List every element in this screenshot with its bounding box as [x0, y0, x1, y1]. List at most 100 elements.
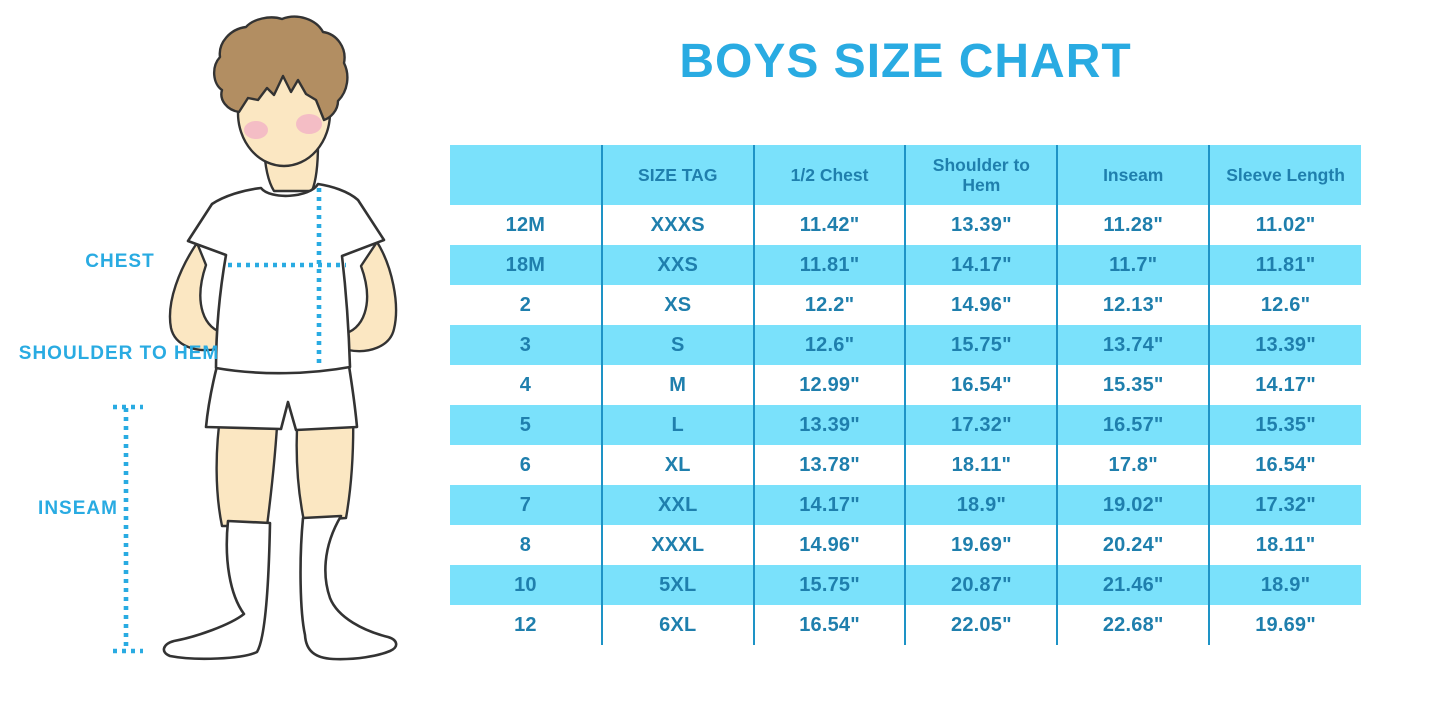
figure-cheek-right: [296, 114, 322, 134]
table-cell: XXXL: [600, 525, 754, 565]
header-cell-half-chest: 1/2 Chest: [752, 145, 906, 205]
table-cell: 18M: [450, 245, 602, 285]
table-cell: 20.24": [1056, 525, 1210, 565]
table-cell: 20.87": [904, 565, 1058, 605]
table-cell: 16.54": [752, 605, 906, 645]
table-cell: 18.9": [904, 485, 1058, 525]
table-cell: 14.96": [904, 285, 1058, 325]
size-table-header: SIZE TAG 1/2 Chest Shoulder to Hem Insea…: [450, 145, 1361, 205]
table-cell: 14.96": [752, 525, 906, 565]
table-cell: 10: [450, 565, 602, 605]
table-row: 12M XXXS 11.42" 13.39" 11.28" 11.02": [450, 205, 1361, 245]
table-cell: 11.81": [1208, 245, 1361, 285]
table-cell: XXS: [600, 245, 754, 285]
figure-hair: [213, 15, 349, 122]
table-cell: 6: [450, 445, 602, 485]
table-cell: 11.7": [1056, 245, 1210, 285]
figure-cheek-left: [244, 121, 268, 139]
boy-figure-illustration: [113, 15, 398, 661]
table-cell: 12.13": [1056, 285, 1210, 325]
figure-sock-left: [162, 519, 272, 661]
table-cell: 22.05": [904, 605, 1058, 645]
figure-leg-right: [295, 406, 355, 523]
table-cell: 13.39": [752, 405, 906, 445]
table-cell: 14.17": [752, 485, 906, 525]
table-cell: 16.54": [904, 365, 1058, 405]
table-row: 2 XS 12.2" 14.96" 12.13" 12.6": [450, 285, 1361, 325]
table-cell: 15.75": [752, 565, 906, 605]
table-cell: 12.99": [752, 365, 906, 405]
table-cell: 14.17": [1208, 365, 1361, 405]
table-cell: XL: [600, 445, 754, 485]
table-cell: 18.11": [1208, 525, 1361, 565]
figure-shorts: [204, 364, 359, 432]
page-title: BOYS SIZE CHART: [679, 35, 1132, 88]
header-cell-shoulder-to-hem: Shoulder to Hem: [904, 145, 1058, 205]
table-cell: XXXS: [600, 205, 754, 245]
table-cell: 11.42": [752, 205, 906, 245]
table-cell: L: [600, 405, 754, 445]
inseam-label: INSEAM: [38, 498, 118, 519]
table-cell: 14.17": [904, 245, 1058, 285]
table-cell: 5: [450, 405, 602, 445]
figure-sock-right: [299, 514, 398, 661]
table-cell: 16.57": [1056, 405, 1210, 445]
table-cell: 17.32": [904, 405, 1058, 445]
table-cell: 4: [450, 365, 602, 405]
table-cell: 15.75": [904, 325, 1058, 365]
table-row: 5 L 13.39" 17.32" 16.57" 15.35": [450, 405, 1361, 445]
table-cell: XS: [600, 285, 754, 325]
boys-size-table: SIZE TAG 1/2 Chest Shoulder to Hem Insea…: [450, 145, 1361, 645]
table-cell: 19.69": [1208, 605, 1361, 645]
table-cell: 22.68": [1056, 605, 1210, 645]
table-cell: 18.11": [904, 445, 1058, 485]
table-cell: 16.54": [1208, 445, 1361, 485]
table-cell: 6XL: [600, 605, 754, 645]
table-cell: 19.69": [904, 525, 1058, 565]
table-cell: 18.9": [1208, 565, 1361, 605]
table-row: 18M XXS 11.81" 14.17" 11.7" 11.81": [450, 245, 1361, 285]
table-cell: 21.46": [1056, 565, 1210, 605]
table-cell: 12.6": [752, 325, 906, 365]
figure-arm-left: [168, 241, 227, 352]
table-cell: 17.8": [1056, 445, 1210, 485]
table-cell: 13.39": [1208, 325, 1361, 365]
table-cell: 11.28": [1056, 205, 1210, 245]
table-cell: 13.78": [752, 445, 906, 485]
table-row: 6 XL 13.78" 18.11" 17.8" 16.54": [450, 445, 1361, 485]
size-table-body: 12M XXXS 11.42" 13.39" 11.28" 11.02" 18M XXS 11.…: [450, 205, 1361, 645]
table-cell: 2: [450, 285, 602, 325]
header-row: SIZE TAG 1/2 Chest Shoulder to Hem Insea…: [450, 145, 1361, 205]
table-cell: 12M: [450, 205, 602, 245]
table-cell: 12: [450, 605, 602, 645]
header-cell-size: [450, 145, 602, 205]
figure-tshirt: [186, 182, 386, 375]
table-row: 4 M 12.99" 16.54" 15.35" 14.17": [450, 365, 1361, 405]
table-cell: M: [600, 365, 754, 405]
boy-measurement-figure: CHEST SHOULDER TO HEM INSEAM: [0, 0, 460, 723]
table-cell: 11.02": [1208, 205, 1361, 245]
table-row: 8 XXXL 14.96" 19.69" 20.24" 18.11": [450, 525, 1361, 565]
table-cell: 11.81": [752, 245, 906, 285]
table-cell: 12.6": [1208, 285, 1361, 325]
header-cell-size-tag: SIZE TAG: [600, 145, 754, 205]
table-cell: 19.02": [1056, 485, 1210, 525]
table-cell: XXL: [600, 485, 754, 525]
table-cell: 15.35": [1208, 405, 1361, 445]
figure-arm-right: [340, 240, 398, 353]
table-cell: 13.39": [904, 205, 1058, 245]
table-cell: 3: [450, 325, 602, 365]
table-row: 10 5XL 15.75" 20.87" 21.46" 18.9": [450, 565, 1361, 605]
table-row: 3 S 12.6" 15.75" 13.74" 13.39": [450, 325, 1361, 365]
table-cell: S: [600, 325, 754, 365]
shoulder-to-hem-label: SHOULDER TO HEM: [18, 343, 220, 364]
table-row: 12 6XL 16.54" 22.05" 22.68" 19.69": [450, 605, 1361, 645]
chest-label: CHEST: [85, 251, 155, 272]
table-cell: 15.35": [1056, 365, 1210, 405]
header-cell-sleeve-length: Sleeve Length: [1208, 145, 1361, 205]
table-row: 7 XXL 14.17" 18.9" 19.02" 17.32": [450, 485, 1361, 525]
table-cell: 8: [450, 525, 602, 565]
table-cell: 17.32": [1208, 485, 1361, 525]
table-cell: 5XL: [600, 565, 754, 605]
